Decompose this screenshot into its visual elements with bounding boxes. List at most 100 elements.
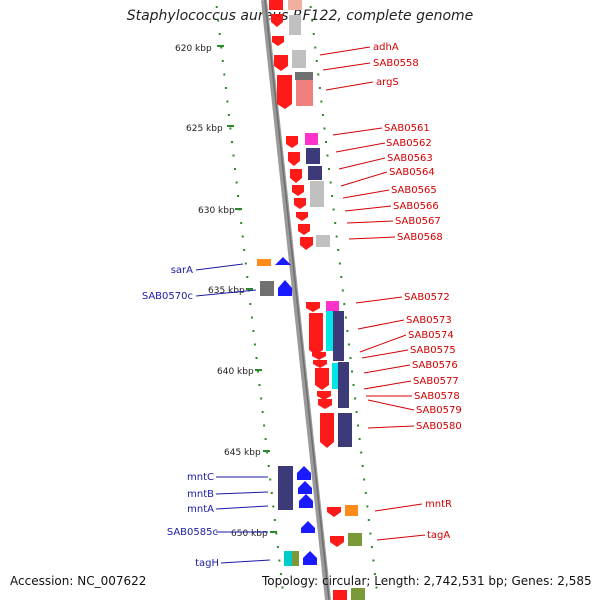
gene-block[interactable] xyxy=(306,148,320,164)
gene-label[interactable]: SAB0576 xyxy=(412,360,458,371)
gene-label[interactable]: tagA xyxy=(427,530,450,541)
gene-block[interactable] xyxy=(326,301,339,311)
gene-label[interactable]: SAB0570c xyxy=(142,291,193,302)
right-ruler-dot xyxy=(312,33,315,35)
gene-arrow[interactable] xyxy=(271,14,283,27)
gene-arrow-SAB0568[interactable] xyxy=(300,237,313,250)
gene-block[interactable] xyxy=(310,181,324,207)
gene-label[interactable]: mntB xyxy=(187,489,214,500)
gene-arrow-SAB0561[interactable] xyxy=(286,136,298,148)
gene-label[interactable]: tagH xyxy=(195,558,219,569)
gene-block-mntC[interactable] xyxy=(278,466,293,510)
gene-arrow-tagA[interactable] xyxy=(330,536,344,547)
gene-block[interactable] xyxy=(333,311,344,361)
gene-block[interactable] xyxy=(332,363,341,389)
left-ruler-dot xyxy=(234,168,236,170)
backbone xyxy=(261,0,331,600)
gene-label[interactable]: SAB0575 xyxy=(410,345,456,356)
gene-block[interactable] xyxy=(289,15,301,35)
gene-arrow-SAB0580[interactable] xyxy=(320,413,334,448)
forward-gene-labels: adhA SAB0558 argS SAB0561 SAB0562 SAB056… xyxy=(373,42,462,541)
gene-label[interactable]: mntA xyxy=(187,504,214,515)
gene-label[interactable]: SAB0578 xyxy=(414,391,460,402)
gene-block[interactable] xyxy=(296,80,313,106)
gene-arrow-sarA[interactable] xyxy=(275,257,291,265)
gene-arrow-SAB0564[interactable] xyxy=(292,185,304,196)
gene-label[interactable]: adhA xyxy=(373,42,399,53)
gene-block[interactable] xyxy=(288,0,302,10)
gene-label[interactable]: SAB0563 xyxy=(387,153,433,164)
gene-block[interactable] xyxy=(348,533,362,546)
right-ruler-dot xyxy=(341,289,344,292)
right-ruler-dot xyxy=(321,114,324,116)
right-ruler-dot xyxy=(340,276,343,278)
gene-label[interactable]: sarA xyxy=(171,265,193,276)
gene-arrow-SAB0585c[interactable] xyxy=(301,521,315,533)
right-ruler-dot xyxy=(309,6,312,8)
gene-arrow-SAB0570c[interactable] xyxy=(278,280,292,296)
gene-block[interactable] xyxy=(316,235,330,247)
gene-label[interactable]: SAB0585c xyxy=(167,527,218,538)
gene-block[interactable] xyxy=(338,413,352,447)
right-ruler-dot xyxy=(360,451,363,454)
gene-arrow-mntR[interactable] xyxy=(327,507,341,517)
gene-arrow-mntA[interactable] xyxy=(299,494,313,508)
gene-arrow-SAB0572[interactable] xyxy=(306,302,320,312)
gene-block[interactable] xyxy=(305,133,318,145)
scale-label: 640 kbp xyxy=(217,367,254,377)
scale-label: 625 kbp xyxy=(186,124,223,134)
gene-label[interactable]: mntR xyxy=(425,499,452,510)
left-ruler-dot xyxy=(237,195,240,197)
gene-block-SAB0558[interactable] xyxy=(292,50,306,68)
gene-block-sarA[interactable] xyxy=(257,259,271,266)
gene-label[interactable]: argS xyxy=(376,77,399,88)
gene-label[interactable]: SAB0567 xyxy=(395,216,441,227)
gene-arrow-SAB0573[interactable] xyxy=(309,313,323,355)
gene-arrow[interactable] xyxy=(333,590,347,600)
gene-arrow-tagH[interactable] xyxy=(303,551,317,565)
gene-label[interactable]: SAB0579 xyxy=(416,405,462,416)
gene-label[interactable]: SAB0561 xyxy=(384,123,430,134)
gene-label[interactable]: SAB0572 xyxy=(404,292,450,303)
gene-block[interactable] xyxy=(351,588,365,600)
gene-block[interactable] xyxy=(292,551,299,566)
gene-label[interactable]: SAB0565 xyxy=(391,185,437,196)
gene-block[interactable] xyxy=(295,72,313,80)
right-ruler-dot xyxy=(373,573,376,575)
gene-arrow-SAB0567[interactable] xyxy=(298,224,310,235)
gene-label[interactable]: SAB0558 xyxy=(373,58,419,69)
gene-label[interactable]: mntC xyxy=(187,472,214,483)
gene-arrow[interactable] xyxy=(272,36,284,46)
scale-ruler: 620 kbp 625 kbp 630 kbp 635 kbp 640 kbp … xyxy=(175,44,277,539)
gene-label[interactable]: SAB0566 xyxy=(393,201,439,212)
gene-arrow-SAB0577[interactable] xyxy=(317,391,331,400)
gene-block[interactable] xyxy=(308,166,322,180)
gene-arrow-SAB0565[interactable] xyxy=(294,198,306,209)
gene-label[interactable]: SAB0564 xyxy=(389,167,435,178)
gene-label[interactable]: SAB0577 xyxy=(413,376,459,387)
right-ruler-dot xyxy=(334,222,337,224)
gene-arrow-adhA[interactable] xyxy=(274,55,288,71)
gene-arrow-mntC[interactable] xyxy=(297,466,311,480)
gene-arrow-SAB0576[interactable] xyxy=(315,368,329,390)
gene-block[interactable] xyxy=(326,311,335,351)
gene-arrow-mntB[interactable] xyxy=(298,481,312,494)
gene-arrow-argS[interactable] xyxy=(277,75,292,109)
gene-label[interactable]: SAB0562 xyxy=(386,138,432,149)
gene-label[interactable]: SAB0573 xyxy=(406,315,452,326)
gene-label[interactable]: SAB0580 xyxy=(416,421,462,432)
gene-arrow-SAB0562[interactable] xyxy=(288,152,300,166)
gene-block[interactable] xyxy=(338,362,349,408)
gene-label[interactable]: SAB0574 xyxy=(408,330,454,341)
gene-label[interactable]: SAB0568 xyxy=(397,232,443,243)
gene-arrow-SAB0566[interactable] xyxy=(296,212,308,221)
right-ruler-dot xyxy=(315,60,318,62)
gene-arrow[interactable] xyxy=(269,0,283,10)
gene-arrow-SAB0578[interactable] xyxy=(318,399,332,409)
gene-block-tagH[interactable] xyxy=(284,551,292,566)
gene-arrow-SAB0574[interactable] xyxy=(312,352,326,360)
gene-block[interactable] xyxy=(345,505,358,516)
gene-block-SAB0570c[interactable] xyxy=(260,281,274,296)
gene-arrow-SAB0575[interactable] xyxy=(313,360,327,368)
gene-arrow-SAB0563[interactable] xyxy=(290,169,302,183)
